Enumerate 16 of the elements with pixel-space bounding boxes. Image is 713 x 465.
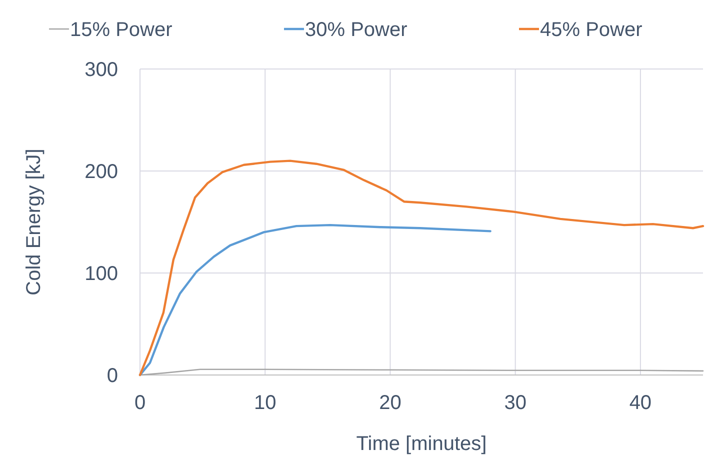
line-series: [138, 224, 492, 376]
legend-label: 30% Power: [305, 19, 408, 41]
x-tick-label: 0: [134, 392, 146, 414]
x-tick-label: 40: [629, 392, 652, 414]
legend-label: 45% Power: [540, 19, 643, 41]
y-tick-label: 200: [84, 161, 118, 183]
y-tick-label: 300: [84, 59, 118, 81]
y-tick-label: 100: [84, 263, 118, 285]
y-axis-title: Cold Energy [kJ]: [23, 148, 45, 296]
x-axis-title: Time [minutes]: [356, 433, 487, 455]
legend-label: 15% Power: [70, 19, 173, 41]
y-tick-label: 0: [106, 365, 118, 387]
x-tick-label: 20: [379, 392, 402, 414]
x-tick-label: 30: [504, 392, 526, 414]
line-series: [138, 160, 704, 376]
x-tick-label: 10: [254, 392, 276, 414]
